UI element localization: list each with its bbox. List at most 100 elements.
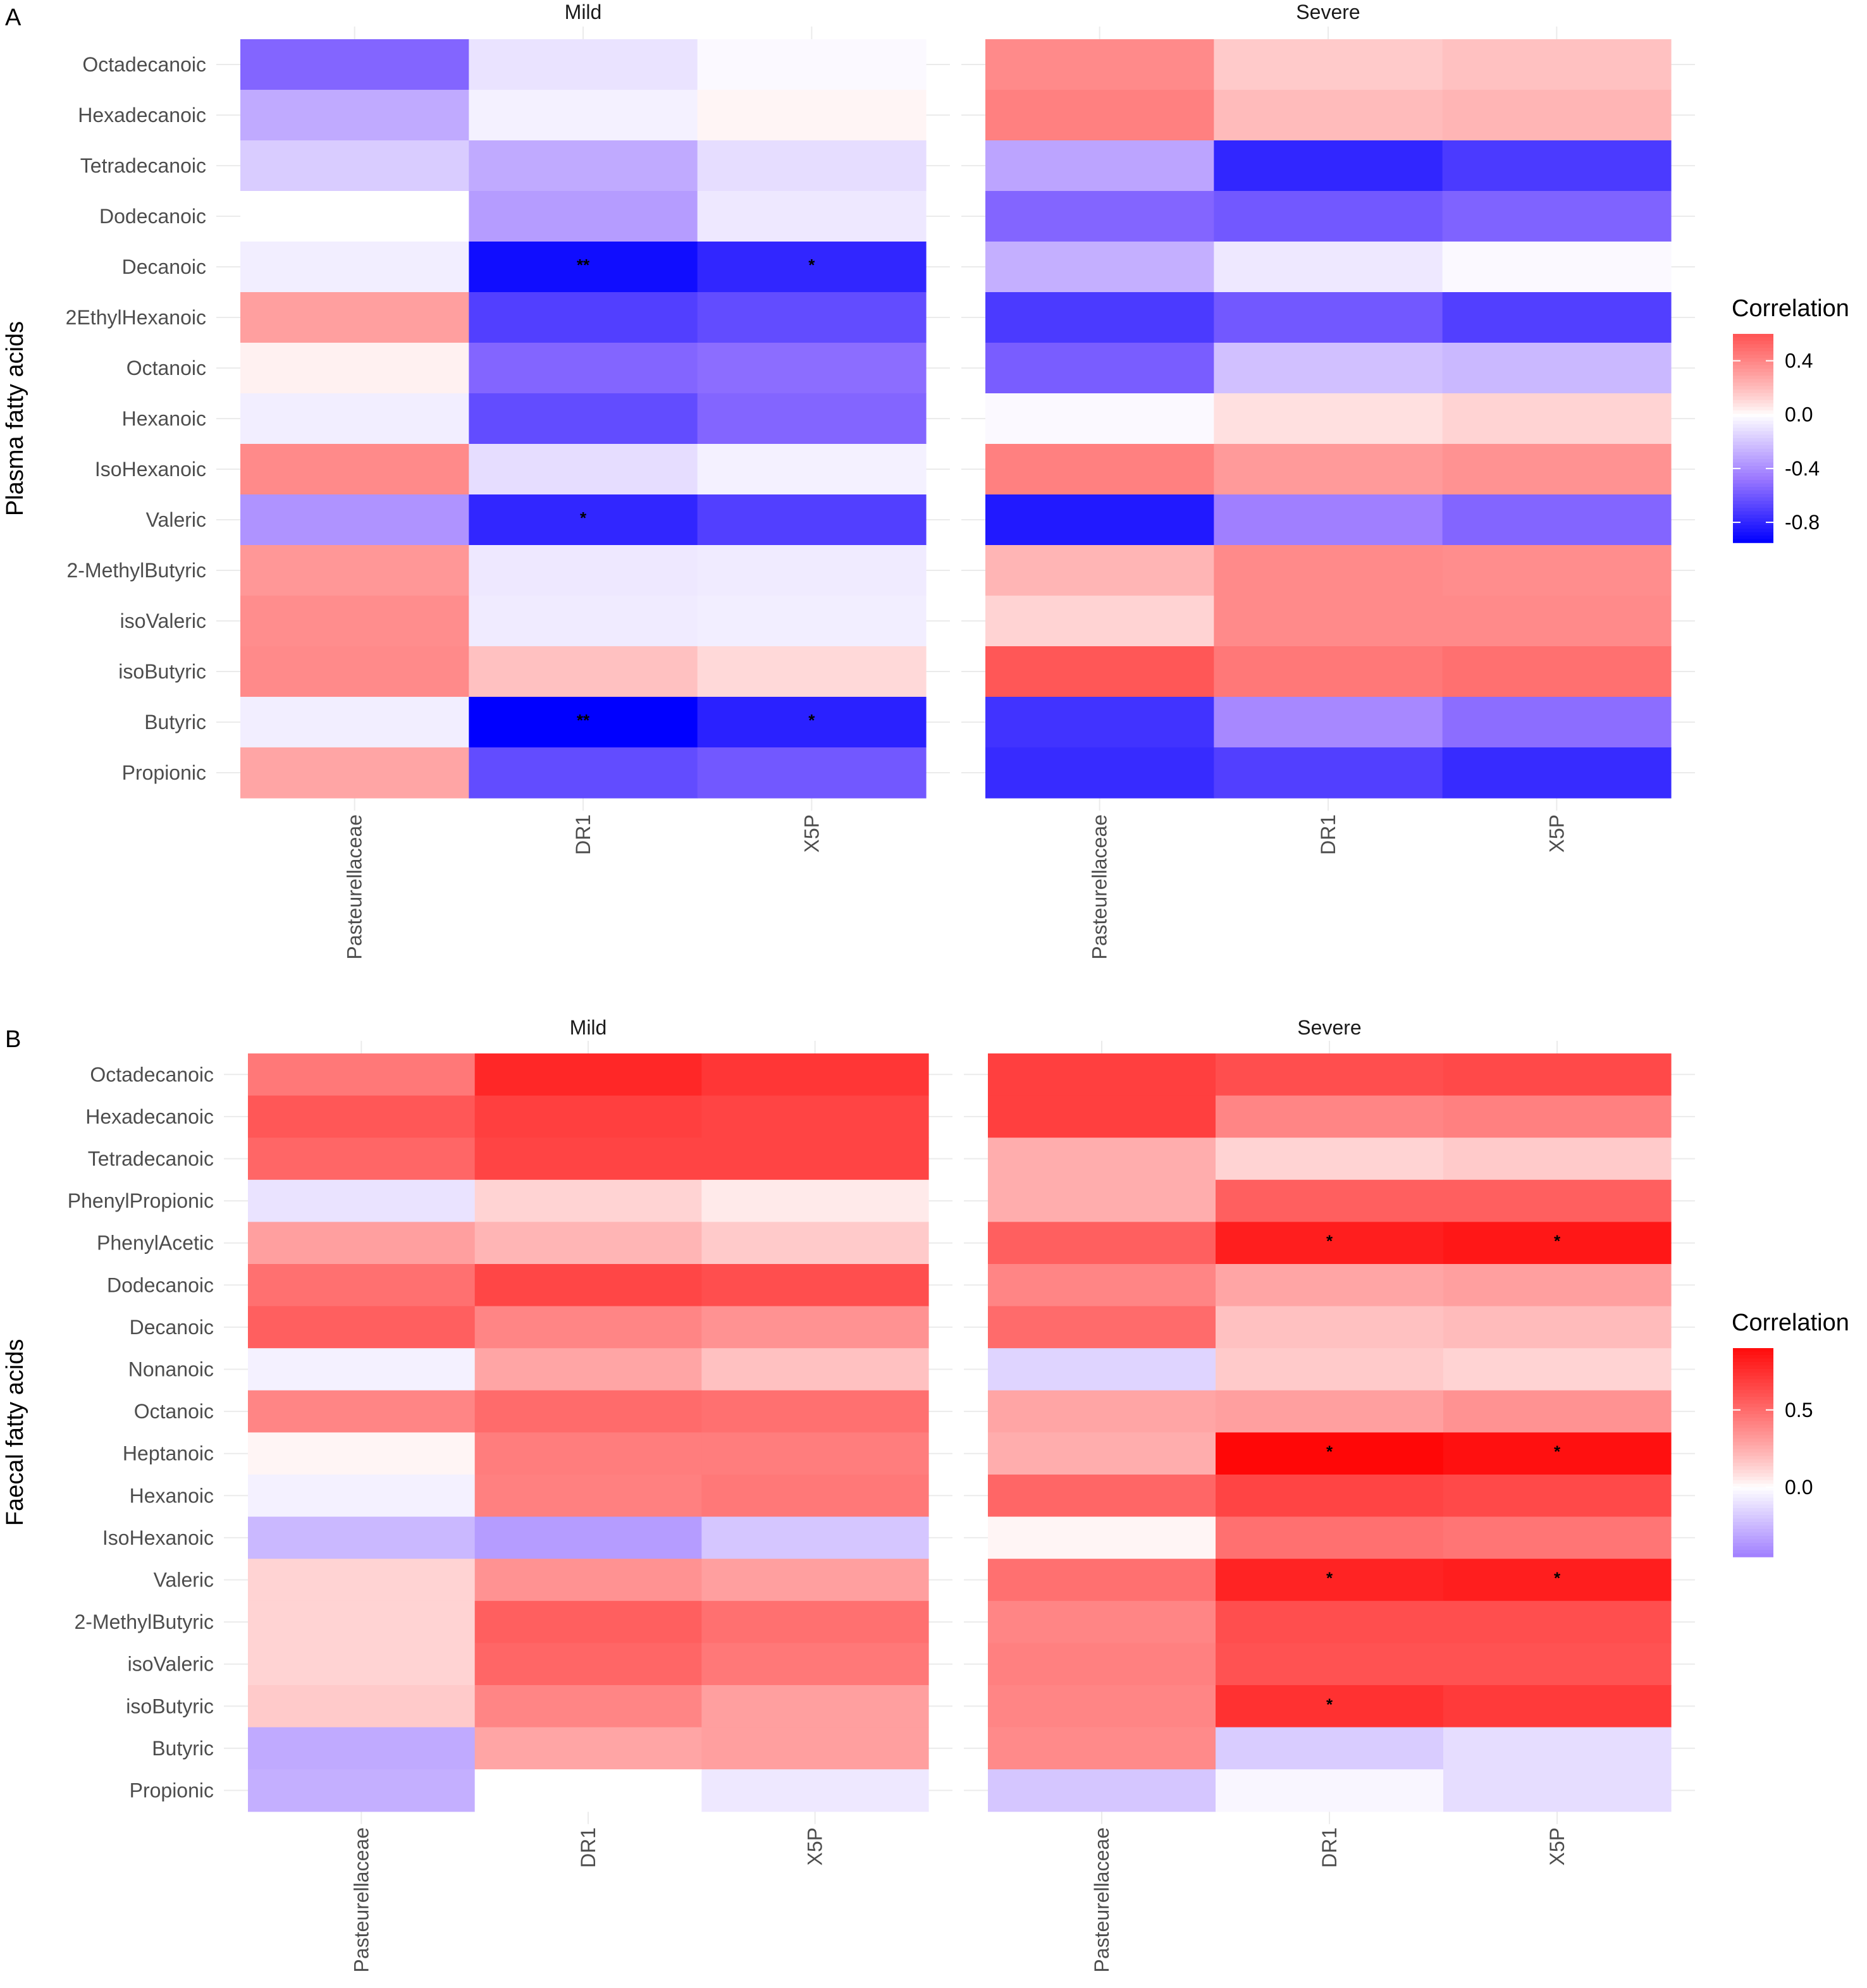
legend-swatch xyxy=(1733,1428,1773,1432)
heatmap-cell xyxy=(1442,596,1672,647)
legend-swatch xyxy=(1733,341,1773,345)
heatmap-cell xyxy=(701,1264,929,1307)
row-label: 2-MethylButyric xyxy=(67,559,207,582)
legend-swatch xyxy=(1733,511,1773,515)
legend-swatch xyxy=(1733,1508,1773,1512)
heatmap-cell xyxy=(1216,1516,1444,1559)
heatmap-cell xyxy=(1442,393,1672,445)
legend-swatch xyxy=(1733,1390,1773,1394)
heatmap-cell xyxy=(701,1306,929,1349)
heatmap-cell xyxy=(248,1600,476,1643)
row-label: Octanoic xyxy=(126,357,206,379)
legend-swatch xyxy=(1733,337,1773,341)
heatmap-cell xyxy=(469,545,698,596)
legend-swatch xyxy=(1733,351,1773,355)
legend-swatch xyxy=(1733,386,1773,390)
heatmap-cell xyxy=(988,1053,1216,1096)
heatmap-cell xyxy=(240,343,469,394)
legend-swatch xyxy=(1733,1473,1773,1478)
heatmap-cell xyxy=(701,1390,929,1433)
legend-swatch xyxy=(1733,369,1773,373)
legend-swatch xyxy=(1733,448,1773,453)
row-label: isoButyric xyxy=(118,660,206,683)
heatmap-cell xyxy=(1443,1685,1672,1728)
panel-letter: B xyxy=(5,1026,21,1053)
heatmap-cell xyxy=(697,747,927,799)
heatmap-cell xyxy=(248,1222,476,1265)
legend-swatch xyxy=(1733,536,1773,540)
legend-swatch xyxy=(1733,1365,1773,1370)
legend-swatch xyxy=(1733,1476,1773,1481)
heatmap-cell xyxy=(248,1727,476,1770)
column-label: Pasteurellaceae xyxy=(343,814,366,959)
legend-swatch xyxy=(1733,1487,1773,1492)
legend-swatch xyxy=(1733,497,1773,501)
heatmap-cell xyxy=(988,1769,1216,1812)
heatmap-cell xyxy=(469,393,698,445)
heatmap-cell xyxy=(474,1727,702,1770)
column-label: DR1 xyxy=(572,814,595,855)
heatmap-cell xyxy=(985,90,1214,141)
legend-swatch xyxy=(1733,1418,1773,1422)
legend-swatch xyxy=(1733,1504,1773,1509)
heatmap-cell xyxy=(474,1095,702,1138)
heatmap-cell xyxy=(474,1138,702,1181)
heatmap-cell xyxy=(248,1138,476,1181)
legend-swatch xyxy=(1733,372,1773,376)
heatmap-cell xyxy=(240,494,469,546)
legend-swatch xyxy=(1733,1400,1773,1404)
heatmap-cell xyxy=(474,1306,702,1349)
legend-swatch xyxy=(1733,1372,1773,1377)
facet-severe: Severe * * * * * * * Pasteurellaceae DR1 X5P xyxy=(964,1016,1695,1972)
row-label: Tetradecanoic xyxy=(88,1148,214,1170)
legend-swatch xyxy=(1733,393,1773,397)
legend-swatch xyxy=(1733,438,1773,443)
heatmap-cell xyxy=(240,39,469,90)
legend-swatch xyxy=(1733,1546,1773,1550)
legend-swatch xyxy=(1733,487,1773,491)
heatmap-cell xyxy=(248,1516,476,1559)
heatmap-cell xyxy=(988,1179,1216,1222)
heatmap-cell xyxy=(988,1432,1216,1475)
legend-swatch xyxy=(1733,379,1773,383)
legend-swatch xyxy=(1733,480,1773,484)
heatmap-cell xyxy=(474,1600,702,1643)
heatmap-cell xyxy=(1214,747,1443,799)
column-label: Pasteurellaceae xyxy=(1090,1827,1113,1972)
legend-swatch xyxy=(1733,1525,1773,1530)
heatmap-cell xyxy=(1216,1179,1444,1222)
legend-swatch xyxy=(1733,508,1773,512)
row-label: Nonanoic xyxy=(128,1358,214,1381)
heatmap-cell xyxy=(988,1600,1216,1643)
legend-swatch xyxy=(1733,383,1773,387)
heatmap-cell xyxy=(1442,39,1672,90)
heatmap-cell xyxy=(1216,1769,1444,1812)
heatmap-cell xyxy=(701,1095,929,1138)
legend-swatch xyxy=(1733,1459,1773,1464)
legend-swatch xyxy=(1733,1386,1773,1390)
legend-swatch xyxy=(1733,344,1773,348)
heatmap-cell xyxy=(1443,1348,1672,1391)
legend-swatch xyxy=(1733,1497,1773,1502)
legend-swatch xyxy=(1733,452,1773,457)
legend-swatch xyxy=(1733,410,1773,415)
significance-marker: * xyxy=(580,508,587,527)
heatmap-cell xyxy=(248,1475,476,1518)
heatmap-cell xyxy=(1216,1390,1444,1433)
legend-swatch xyxy=(1733,376,1773,380)
row-label: Propionic xyxy=(122,761,206,784)
legend-swatch xyxy=(1733,525,1773,529)
row-label: Valeric xyxy=(154,1569,214,1592)
column-label: DR1 xyxy=(577,1827,600,1868)
legend-swatch xyxy=(1733,1511,1773,1516)
legend-swatch xyxy=(1733,1463,1773,1467)
heatmap-cell xyxy=(1214,242,1443,293)
row-label: IsoHexanoic xyxy=(95,458,206,481)
heatmap-cell xyxy=(988,1685,1216,1728)
heatmap-cell xyxy=(248,1432,476,1475)
heatmap-cell xyxy=(1443,1432,1672,1475)
heatmap-cell xyxy=(701,1516,929,1559)
heatmap-cell xyxy=(240,545,469,596)
row-label: Valeric xyxy=(146,508,206,531)
heatmap-cell xyxy=(1443,1769,1672,1812)
